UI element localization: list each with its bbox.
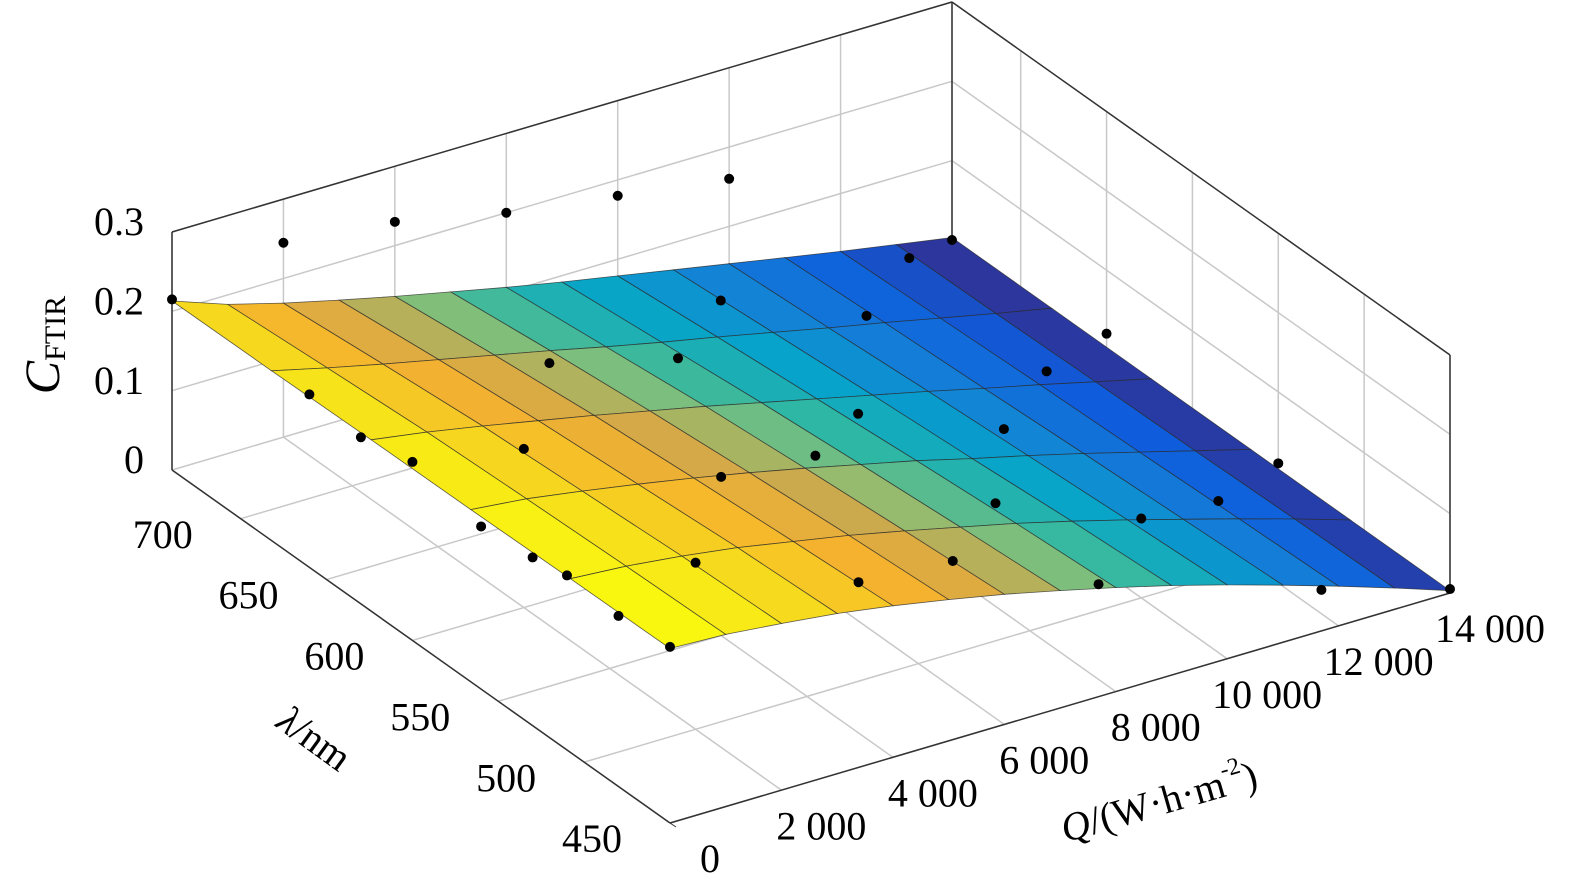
data-point [947,235,957,245]
y-tick-label: 650 [219,573,279,618]
data-point [1316,584,1327,595]
x-tick-label: 14 000 [1435,606,1545,651]
y-tick-label: 600 [304,634,364,679]
z-tick-label: 0.3 [94,199,144,244]
data-point [304,389,315,400]
data-point [1213,495,1224,506]
data-point [612,190,623,201]
data-point [904,253,915,264]
data-point [990,498,1001,509]
x-tick-label: 4 000 [888,770,978,815]
y-tick-label: 450 [562,816,622,861]
data-point [501,207,512,218]
y-axis-title: λ/nm [268,696,360,780]
data-point [1136,513,1147,524]
data-point [715,295,726,306]
x-tick-label: 2 000 [776,803,866,848]
wall-grid-line [171,80,953,313]
data-point [518,443,529,454]
data-point [389,216,400,227]
data-point [665,641,675,652]
z-tick-label: 0 [124,437,144,482]
data-point [476,521,487,532]
data-point [1041,366,1052,377]
data-point [1101,328,1112,339]
z-axis-title: CFTIR [14,296,71,394]
z-title-main: C [14,360,70,394]
box-edge [171,1,953,233]
y-tick-label: 700 [133,512,193,557]
box-edge [669,822,677,828]
box-edge [669,592,1451,824]
data-point [407,456,418,467]
data-point [673,353,684,364]
box-edge [951,1,1451,356]
box-edge [171,469,671,824]
data-point [853,408,864,419]
data-point [1445,584,1455,595]
data-point [1093,579,1104,590]
data-point [998,424,1009,435]
surface-cell [569,565,727,649]
points-layer [167,173,1455,652]
wall-grid-line [951,80,1451,435]
data-point [716,471,727,482]
data-point [861,310,872,321]
y-tick-label: 500 [476,755,536,800]
data-point [947,555,958,566]
surface-layer [170,237,1452,649]
data-point [810,450,821,461]
wall-grid-line [951,160,1451,515]
floor-grid-line [282,436,782,791]
data-point [690,557,701,568]
data-point [527,552,538,563]
y-tick-label: 550 [390,694,450,739]
z-tick-label: 0.1 [94,358,144,403]
data-point [278,237,289,248]
data-point [853,577,864,588]
z-tick-label: 0.2 [94,279,144,324]
x-tick-label: 6 000 [999,738,1089,783]
x-title-unit: /(W·h·m [1083,762,1230,844]
data-point [724,173,735,184]
data-point [561,570,572,581]
data-point [167,294,177,305]
x-tick-label: 8 000 [1111,705,1201,750]
x-tick-label: 12 000 [1324,639,1434,684]
x-tick-label: 10 000 [1212,672,1322,717]
z-title-sub: FTIR [39,296,72,361]
data-point [544,358,555,369]
x-tick-label: 0 [700,836,720,881]
data-point [355,432,366,443]
data-point [1273,458,1284,469]
data-point [613,610,624,621]
